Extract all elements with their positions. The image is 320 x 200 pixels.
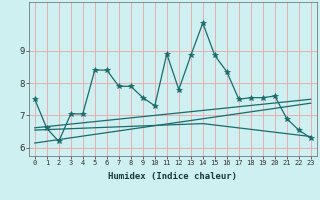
X-axis label: Humidex (Indice chaleur): Humidex (Indice chaleur): [108, 172, 237, 181]
